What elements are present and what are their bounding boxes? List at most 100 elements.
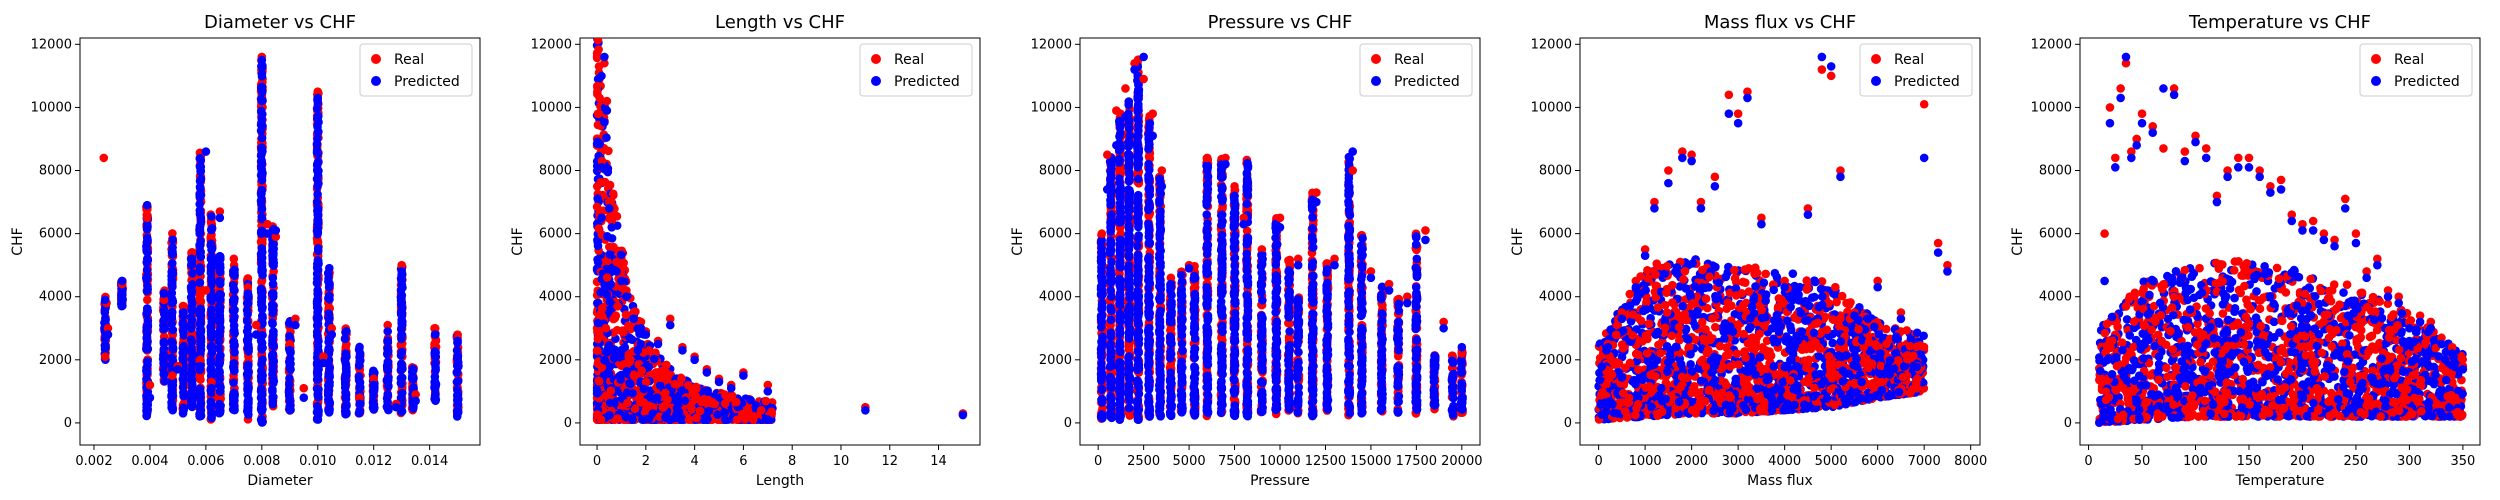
predicted-point bbox=[187, 354, 197, 364]
predicted-point bbox=[593, 74, 603, 84]
predicted-point bbox=[291, 320, 300, 330]
predicted-point bbox=[188, 269, 197, 278]
x-tick-label: 2500 bbox=[1127, 454, 1160, 469]
predicted-point bbox=[1098, 339, 1107, 349]
real-point bbox=[641, 377, 651, 387]
x-tick-label: 15000 bbox=[1350, 454, 1391, 469]
predicted-point bbox=[453, 409, 462, 419]
predicted-point bbox=[746, 395, 755, 405]
predicted-point bbox=[257, 171, 267, 180]
predicted-point bbox=[207, 296, 217, 306]
legend-predicted-label: Predicted bbox=[394, 74, 460, 90]
y-tick-label: 12000 bbox=[31, 37, 72, 52]
predicted-point bbox=[674, 391, 684, 401]
axes-frame bbox=[79, 37, 481, 446]
y-tick-label: 10000 bbox=[531, 100, 572, 115]
real-point bbox=[662, 360, 671, 370]
predicted-point bbox=[196, 184, 205, 193]
x-tick-label: 7500 bbox=[1218, 454, 1251, 469]
real-point bbox=[756, 405, 766, 415]
predicted-point bbox=[268, 289, 278, 298]
predicted-point bbox=[383, 336, 392, 346]
predicted-point bbox=[142, 344, 151, 354]
predicted-point bbox=[159, 289, 169, 298]
predicted-point bbox=[195, 154, 205, 163]
predicted-point bbox=[397, 317, 407, 327]
y-tick-label: 6000 bbox=[39, 227, 72, 242]
predicted-point bbox=[1106, 306, 1116, 315]
predicted-point bbox=[195, 267, 205, 276]
predicted-point bbox=[1097, 359, 1106, 369]
predicted-point bbox=[196, 247, 205, 257]
predicted-point bbox=[680, 396, 690, 405]
predicted-point bbox=[452, 361, 462, 371]
predicted-point bbox=[411, 396, 420, 406]
x-axis-label: Pressure bbox=[1250, 473, 1310, 489]
predicted-point bbox=[285, 346, 295, 355]
predicted-point bbox=[207, 413, 216, 423]
predicted-point bbox=[639, 384, 649, 394]
predicted-point bbox=[195, 240, 204, 250]
real-point bbox=[99, 153, 109, 163]
predicted-point bbox=[396, 374, 406, 383]
predicted-point bbox=[341, 409, 350, 419]
real-point bbox=[609, 242, 618, 252]
predicted-point bbox=[600, 117, 609, 127]
real-point bbox=[740, 414, 750, 423]
predicted-point bbox=[258, 266, 267, 276]
y-tick-label: 2000 bbox=[1039, 353, 1072, 368]
predicted-point bbox=[628, 415, 637, 425]
data-points bbox=[99, 52, 463, 427]
predicted-point bbox=[188, 375, 197, 385]
predicted-point bbox=[644, 414, 654, 424]
predicted-point bbox=[726, 383, 736, 393]
predicted-point bbox=[319, 358, 328, 368]
predicted-point bbox=[1115, 120, 1125, 129]
real-point bbox=[103, 323, 113, 333]
predicted-point bbox=[606, 280, 616, 289]
predicted-point bbox=[230, 329, 239, 338]
legend-box bbox=[359, 43, 473, 97]
axes-frame bbox=[579, 37, 981, 446]
predicted-point bbox=[228, 306, 238, 316]
predicted-point bbox=[207, 328, 217, 337]
predicted-point bbox=[324, 367, 334, 377]
predicted-point bbox=[314, 346, 323, 356]
predicted-point bbox=[625, 379, 634, 388]
real-point bbox=[602, 273, 612, 282]
predicted-point bbox=[167, 381, 177, 391]
predicted-point bbox=[313, 182, 322, 191]
real-point bbox=[629, 370, 638, 379]
predicted-point bbox=[178, 409, 188, 418]
predicted-point bbox=[313, 265, 323, 275]
real-point bbox=[767, 407, 776, 417]
real-point bbox=[604, 146, 613, 156]
real-point bbox=[731, 397, 741, 407]
predicted-point bbox=[1097, 235, 1106, 245]
predicted-point bbox=[159, 366, 169, 376]
predicted-point bbox=[341, 349, 351, 358]
real-point bbox=[684, 415, 694, 425]
predicted-point bbox=[145, 393, 155, 402]
predicted-point bbox=[186, 282, 196, 292]
real-point bbox=[687, 404, 696, 414]
predicted-point bbox=[196, 332, 205, 342]
legend-real-label: Real bbox=[894, 52, 924, 68]
predicted-point bbox=[602, 348, 612, 357]
predicted-point bbox=[269, 356, 279, 366]
y-tick-label: 2000 bbox=[539, 353, 572, 368]
predicted-point bbox=[256, 151, 266, 161]
data-points bbox=[1096, 52, 1467, 424]
predicted-point bbox=[369, 380, 379, 390]
predicted-point bbox=[179, 378, 189, 388]
predicted-point bbox=[167, 275, 177, 285]
real-point bbox=[710, 399, 719, 409]
predicted-point bbox=[313, 296, 322, 306]
real-point bbox=[383, 320, 392, 330]
predicted-point bbox=[1097, 398, 1107, 407]
predicted-point bbox=[256, 196, 266, 206]
predicted-point bbox=[861, 405, 870, 415]
predicted-point bbox=[215, 267, 225, 277]
predicted-point bbox=[142, 272, 152, 281]
